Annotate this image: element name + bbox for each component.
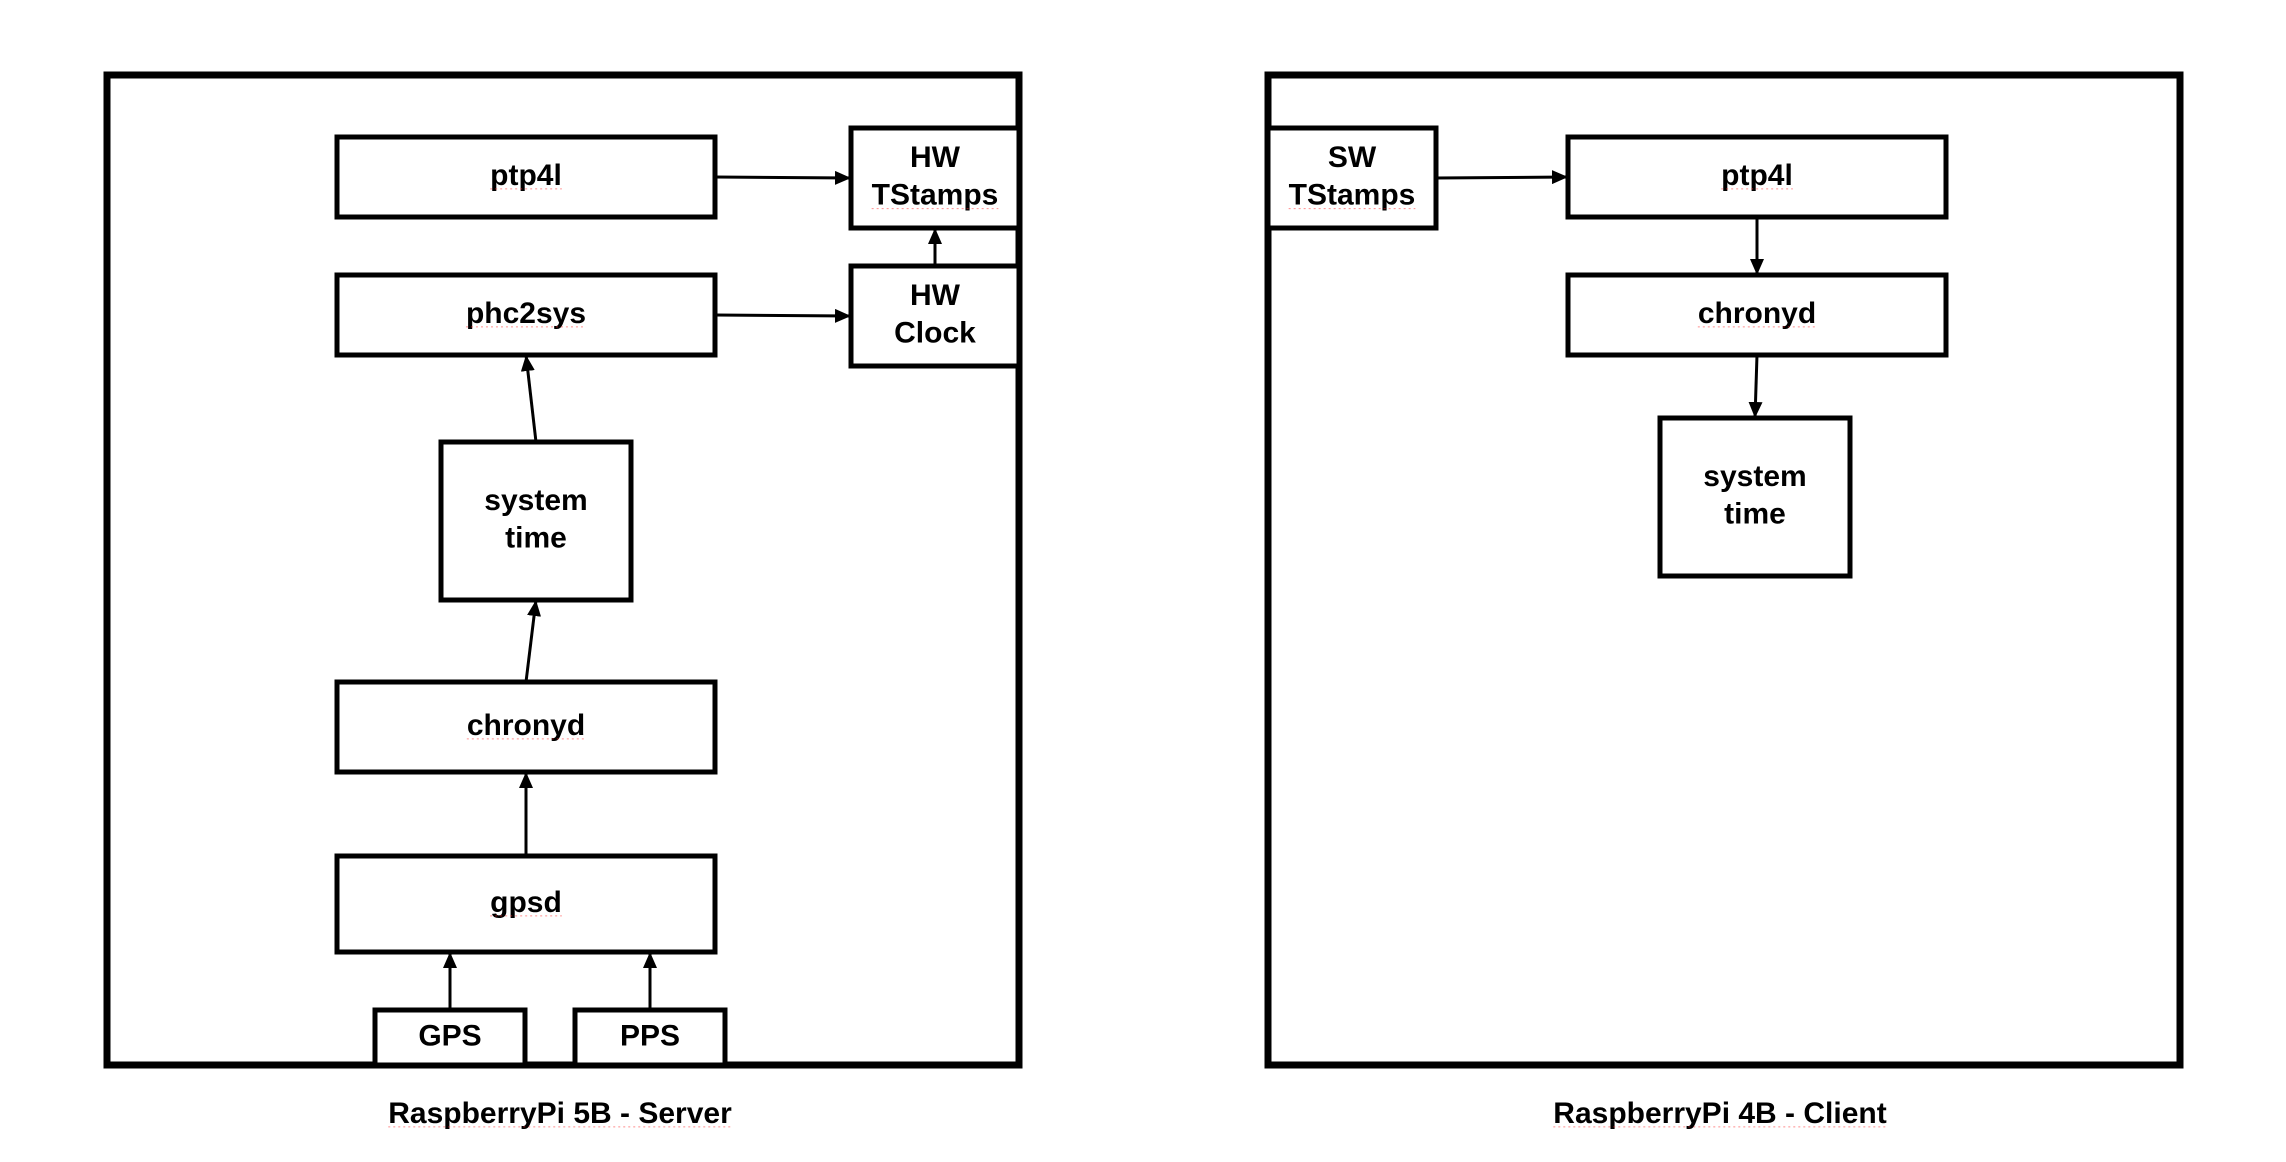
panel-caption-text: RaspberryPi 4B - Client (1553, 1097, 1886, 1130)
node-label: time (1724, 498, 1786, 531)
node-gps: GPS (375, 1010, 525, 1065)
edge-phc2sys-hw_clk (715, 315, 851, 316)
node-gpsd: gpsd (337, 856, 715, 952)
panel-server: ptp4l HW TStamps phc2sys HW Clock system time ch… (107, 75, 1019, 1130)
node-label: phc2sys (466, 297, 586, 330)
panel-client: SW TStamps ptp4l chronyd system time Raspberry… (1268, 75, 2180, 1130)
node-label: chronyd (1698, 297, 1816, 330)
node-label: ptp4l (1721, 159, 1793, 192)
node-ptp4l_c: ptp4l (1568, 137, 1946, 217)
node-label: system (484, 484, 587, 517)
node-label: HW (910, 141, 961, 174)
panel-caption: RaspberryPi 4B - Client (1553, 1097, 1886, 1130)
node-label: TStamps (872, 179, 999, 212)
node-chronyd_c: chronyd (1568, 275, 1946, 355)
node-label: SW (1328, 141, 1377, 174)
node-label: gpsd (490, 886, 562, 919)
node-systime_c: system time (1660, 418, 1850, 576)
node-label: Clock (894, 317, 976, 350)
panel-caption-text: RaspberryPi 5B - Server (388, 1097, 732, 1130)
node-label: time (505, 522, 567, 555)
node-chronyd_s: chronyd (337, 682, 715, 772)
node-ptp4l_s: ptp4l (337, 137, 715, 217)
node-label: system (1703, 460, 1806, 493)
node-label: chronyd (467, 709, 585, 742)
node-label: TStamps (1289, 179, 1416, 212)
node-label: HW (910, 279, 961, 312)
node-label: GPS (418, 1019, 481, 1052)
edge-chronyd_c-systime_c (1755, 355, 1757, 418)
edge-ptp4l_s-hw_ts (715, 177, 851, 178)
node-label: ptp4l (490, 159, 562, 192)
edge-sw_ts-ptp4l_c (1436, 177, 1568, 178)
panel-caption: RaspberryPi 5B - Server (388, 1097, 732, 1130)
node-systime_s: system time (441, 442, 631, 600)
node-label: PPS (620, 1019, 680, 1052)
node-sw_ts: SW TStamps (1268, 128, 1436, 228)
node-hw_ts: HW TStamps (851, 128, 1019, 228)
node-hw_clk: HW Clock (851, 266, 1019, 366)
diagram-root: ptp4l HW TStamps phc2sys HW Clock system time ch… (0, 0, 2286, 1162)
node-phc2sys: phc2sys (337, 275, 715, 355)
node-pps: PPS (575, 1010, 725, 1065)
